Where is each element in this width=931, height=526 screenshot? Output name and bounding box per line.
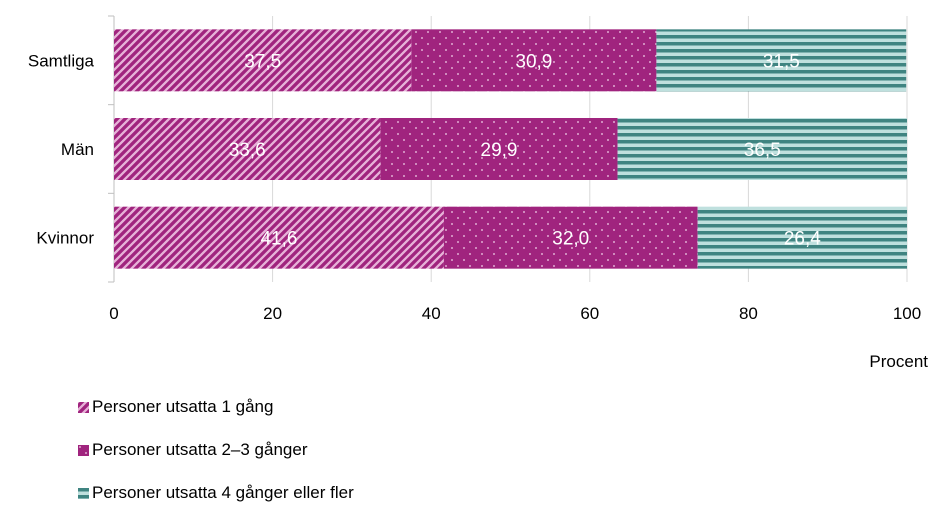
bar-segment [114, 29, 412, 92]
labels: 0 20 40 60 80 100 Samtliga 37,5 30,9 31,5 Män 33,6 2… [28, 51, 928, 371]
bar-segment [411, 29, 657, 92]
bar-segment [380, 118, 618, 180]
legend-swatch [78, 401, 89, 413]
bar-segment [656, 29, 907, 92]
bar-segment [617, 118, 907, 180]
data-label: 41,6 [260, 229, 297, 250]
data-label: 36,5 [744, 140, 781, 161]
legend-label: Personer utsatta 4 gånger eller fler [92, 483, 354, 502]
data-label: 33,6 [229, 140, 266, 161]
legend-swatch [78, 444, 89, 456]
legend-label: Personer utsatta 2–3 gånger [92, 440, 308, 459]
data-label: 32,0 [552, 229, 589, 250]
x-tick-label: 100 [893, 304, 921, 323]
legend-item: Personer utsatta 4 gånger eller fler [78, 483, 354, 503]
x-axis-title: Procent [869, 352, 928, 371]
category-label: Samtliga [28, 51, 95, 70]
x-tick-label: 80 [739, 304, 758, 323]
x-tick-label: 40 [422, 304, 441, 323]
bar-segment [114, 206, 444, 269]
bar-segment [443, 206, 698, 269]
data-label: 31,5 [763, 51, 800, 72]
x-tick-label: 20 [263, 304, 282, 323]
legend-item: Personer utsatta 2–3 gånger [78, 440, 354, 460]
category-label: Kvinnor [36, 229, 94, 248]
data-label: 30,9 [515, 51, 552, 72]
legend-swatch [78, 487, 89, 499]
x-tick-label: 0 [109, 304, 118, 323]
bar-segment [697, 206, 907, 269]
legend-item: Personer utsatta 1 gång [78, 397, 354, 417]
x-tick-label: 60 [580, 304, 599, 323]
data-label: 26,4 [784, 229, 821, 250]
bar-segment [114, 118, 381, 180]
stacked-bar-chart: 0 20 40 60 80 100 Samtliga 37,5 30,9 31,5 Män 33,6 2… [28, 15, 928, 371]
legend-label: Personer utsatta 1 gång [92, 397, 274, 416]
data-label: 37,5 [244, 51, 281, 72]
axes [108, 15, 115, 283]
data-label: 29,9 [481, 140, 518, 161]
category-label: Män [61, 140, 94, 159]
bars [114, 29, 907, 269]
legend: Personer utsatta 1 gång Personer utsatta … [78, 397, 354, 526]
